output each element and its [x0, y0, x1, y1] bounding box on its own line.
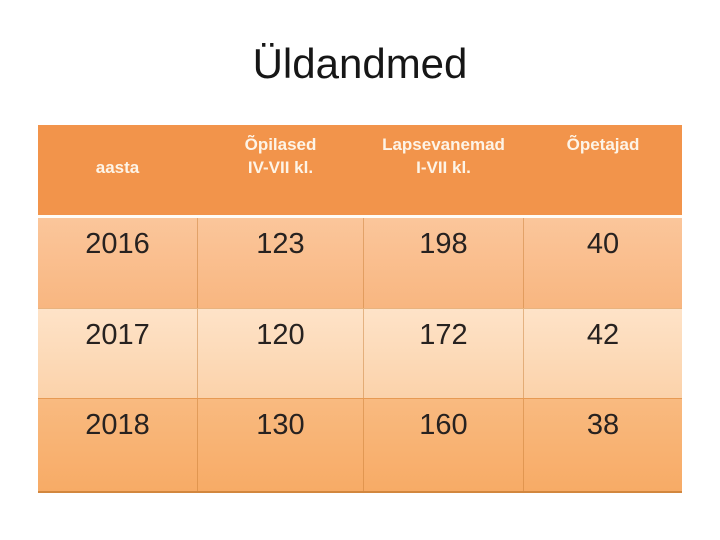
- table-row: 2018 130 160 38: [38, 398, 682, 491]
- table-row: 2017 120 172 42: [38, 308, 682, 398]
- header-line: Õpetajad: [566, 135, 640, 154]
- opetajad-cell: 42: [523, 309, 682, 398]
- header-line: IV-VII kl.: [247, 158, 314, 177]
- header-line: [524, 156, 682, 179]
- year-cell: 2016: [85, 228, 150, 260]
- header-cell-opetajad: Õpetajad: [523, 125, 682, 215]
- header-cell-aasta: aasta: [38, 125, 197, 215]
- header-line: Õpilased: [244, 135, 317, 154]
- header-line: aasta: [95, 158, 140, 177]
- table-header-row: aasta Õpilased IV-VII kl. Lapsevanemad I…: [38, 125, 682, 218]
- header-line: [38, 133, 197, 156]
- header-line: Lapsevanemad: [382, 135, 505, 154]
- data-table: aasta Õpilased IV-VII kl. Lapsevanemad I…: [38, 125, 682, 493]
- opilased-cell: 130: [197, 399, 363, 491]
- header-line: I-VII kl.: [416, 158, 471, 177]
- slide-title: Üldandmed: [252, 40, 468, 87]
- year-cell: 2018: [85, 409, 150, 441]
- lapsevanemad-cell: 160: [363, 399, 523, 491]
- lapsevanemad-cell: 198: [363, 218, 523, 308]
- opilased-cell: 120: [197, 309, 363, 398]
- opetajad-cell: 38: [523, 399, 682, 491]
- table-row: 2016 123 198 40: [38, 218, 682, 308]
- opetajad-cell: 40: [523, 218, 682, 308]
- header-cell-opilased: Õpilased IV-VII kl.: [197, 125, 363, 215]
- header-cell-lapsevanemad: Lapsevanemad I-VII kl.: [363, 125, 523, 215]
- lapsevanemad-cell: 172: [363, 309, 523, 398]
- year-cell: 2017: [85, 319, 150, 351]
- opilased-cell: 123: [197, 218, 363, 308]
